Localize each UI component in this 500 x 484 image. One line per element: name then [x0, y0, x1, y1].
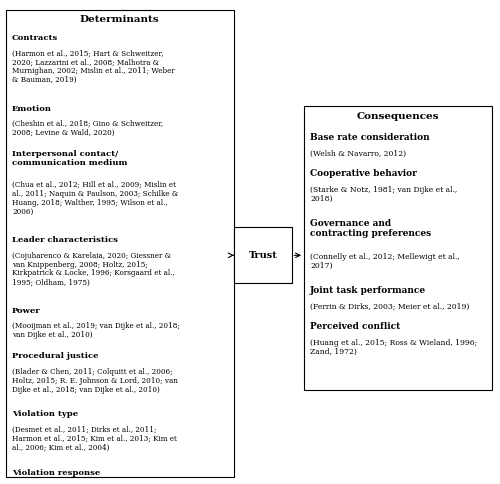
Text: (Huang et al., 2015; Ross & Wieland, 1996;
Zand, 1972): (Huang et al., 2015; Ross & Wieland, 199… — [310, 339, 477, 356]
Text: Violation type: Violation type — [12, 410, 78, 419]
Text: Interpersonal contact/
communication medium: Interpersonal contact/ communication med… — [12, 150, 128, 167]
FancyBboxPatch shape — [234, 227, 291, 283]
FancyBboxPatch shape — [304, 106, 492, 390]
Text: Violation response: Violation response — [12, 469, 100, 477]
Text: Base rate consideration: Base rate consideration — [310, 133, 430, 142]
Text: Leader characteristics: Leader characteristics — [12, 236, 118, 244]
Text: (Blader & Chen, 2011; Colquitt et al., 2006;
Holtz, 2015; R. E. Johnson & Lord, : (Blader & Chen, 2011; Colquitt et al., 2… — [12, 368, 178, 393]
Text: Cooperative behavior: Cooperative behavior — [310, 169, 417, 179]
Text: Emotion: Emotion — [12, 105, 52, 113]
Text: Power: Power — [12, 307, 40, 315]
Text: Determinants: Determinants — [80, 15, 160, 25]
Text: (Desmet et al., 2011; Dirks et al., 2011;
Harmon et al., 2015; Kim et al., 2013;: (Desmet et al., 2011; Dirks et al., 2011… — [12, 426, 177, 452]
Text: Contracts: Contracts — [12, 34, 58, 42]
Text: Procedural justice: Procedural justice — [12, 352, 99, 361]
Text: (Starke & Notz, 1981; van Dijke et al.,
2018): (Starke & Notz, 1981; van Dijke et al., … — [310, 186, 457, 203]
Text: (Ferrin & Dirks, 2003; Meier et al., 2019): (Ferrin & Dirks, 2003; Meier et al., 201… — [310, 303, 470, 311]
Text: Consequences: Consequences — [356, 112, 439, 121]
Text: (Harmon et al., 2015; Hart & Schweitzer,
2020; Lazzarini et al., 2008; Malhotra : (Harmon et al., 2015; Hart & Schweitzer,… — [12, 49, 175, 84]
Text: (Chua et al., 2012; Hill et al., 2009; Mislin et
al., 2011; Naquin & Paulson, 20: (Chua et al., 2012; Hill et al., 2009; M… — [12, 181, 178, 216]
Text: Joint task performance: Joint task performance — [310, 286, 426, 295]
Text: (Cojuharenco & Karelaia, 2020; Giessner &
van Knippenberg, 2008; Holtz, 2015;
Ki: (Cojuharenco & Karelaia, 2020; Giessner … — [12, 252, 175, 287]
Text: (Connelly et al., 2012; Mellewigt et al.,
2017): (Connelly et al., 2012; Mellewigt et al.… — [310, 253, 460, 270]
Text: (Cheshin et al., 2018; Gino & Schweitzer,
2008; Levine & Wald, 2020): (Cheshin et al., 2018; Gino & Schweitzer… — [12, 120, 163, 137]
Text: Perceived conflict: Perceived conflict — [310, 322, 400, 332]
Text: Governance and
contracting preferences: Governance and contracting preferences — [310, 219, 431, 238]
Text: (Welsh & Navarro, 2012): (Welsh & Navarro, 2012) — [310, 150, 406, 158]
Text: Trust: Trust — [248, 251, 277, 260]
Text: (Mooijman et al., 2019; van Dijke et al., 2018;
van Dijke et al., 2010): (Mooijman et al., 2019; van Dijke et al.… — [12, 322, 180, 339]
FancyBboxPatch shape — [6, 10, 234, 477]
